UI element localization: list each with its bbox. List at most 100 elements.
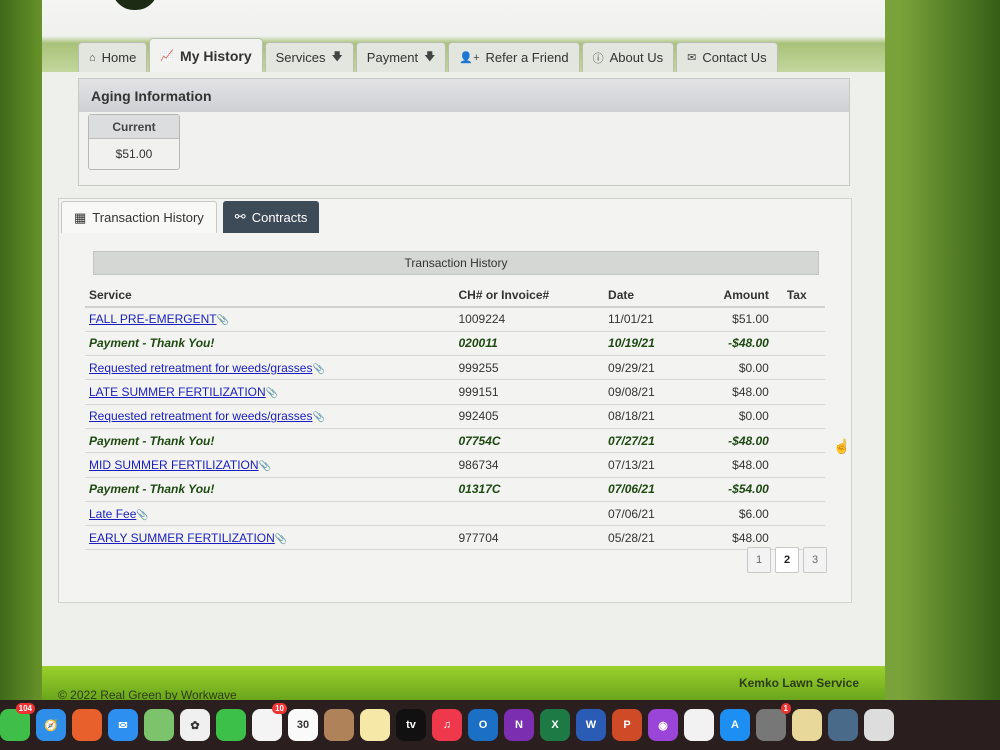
dock-music-icon[interactable]: ♫ (432, 709, 462, 741)
table-row: Requested retreatment for weeds/grasses📎… (85, 355, 825, 381)
service-text: Payment - Thank You! (89, 336, 215, 351)
link-icon: ⚯ (234, 209, 246, 224)
dock-system-preferences-icon[interactable]: 1 (756, 703, 791, 741)
info-icon: ⓘ (592, 52, 604, 65)
dock-word-icon[interactable]: W (576, 709, 606, 741)
tax-cell (782, 501, 825, 527)
dock-onenote-icon[interactable]: N (504, 709, 534, 741)
date-cell: 10/19/21 (604, 331, 687, 357)
service-link[interactable]: LATE SUMMER FERTILIZATION (89, 385, 266, 400)
main-nav: ⌂ Home 📈 My History Services 🡇 Payment 🡇 👤+ Refer… (78, 38, 778, 72)
browser-page: ⌂ Home 📈 My History Services 🡇 Payment 🡇 👤+ Refer… (42, 0, 885, 702)
dock-maps-icon[interactable] (144, 709, 174, 741)
dock-firefox-icon[interactable] (72, 709, 102, 741)
nav-tab-label: Payment (366, 50, 419, 65)
notification-badge: 104 (15, 703, 35, 714)
date-cell: 08/18/21 (604, 404, 687, 429)
dock-textedit-icon[interactable] (792, 709, 822, 741)
dock-reminders-icon[interactable]: 10 (252, 703, 287, 741)
service-cell: Requested retreatment for weeds/grasses📎 (85, 404, 455, 429)
invoice-cell: 999255 (454, 355, 605, 381)
nav-tab-contact-us[interactable]: ✉ Contact Us (676, 42, 778, 72)
service-cell: Payment - Thank You! (85, 428, 455, 454)
page-1-button[interactable]: 1 (747, 547, 771, 573)
dock-podcasts-icon[interactable]: ◉ (648, 709, 678, 741)
arrow-down-icon: 🡇 (331, 51, 343, 63)
column-header: Date (604, 283, 687, 308)
column-header: Service (85, 283, 455, 308)
dock-quicktime-icon[interactable] (828, 709, 858, 741)
dock-safari-icon[interactable]: 🧭 (36, 709, 66, 741)
dock-calendar-icon[interactable]: 30 (288, 709, 318, 741)
dock-preview-icon[interactable] (864, 709, 894, 741)
dock-news-icon[interactable] (684, 709, 714, 741)
transaction-table: Service CH# or Invoice# Date Amount Tax FALL … (85, 283, 825, 551)
amount-cell: $0.00 (686, 404, 783, 429)
service-link[interactable]: Requested retreatment for weeds/grasses (89, 409, 313, 424)
paperclip-icon[interactable]: 📎 (136, 509, 149, 521)
invoice-cell: 999151 (454, 379, 605, 405)
nav-tab-refer-a-friend[interactable]: 👤+ Refer a Friend (448, 42, 580, 72)
invoice-cell: 992405 (454, 404, 605, 429)
paperclip-icon[interactable]: 📎 (274, 533, 288, 545)
page-2-button[interactable]: 2 (775, 547, 799, 573)
dock-notes-icon[interactable] (360, 709, 390, 741)
dock-apple-tv-icon[interactable]: tv (396, 709, 426, 741)
date-cell: 07/06/21 (604, 477, 687, 502)
nav-tab-label: About Us (609, 50, 664, 65)
invoice-cell: 1009224 (454, 307, 605, 332)
service-link[interactable]: MID SUMMER FERTILIZATION (89, 457, 259, 472)
tab-contracts[interactable]: ⚯ Contracts (222, 201, 320, 233)
dock-messages-icon[interactable]: 104 (0, 703, 35, 741)
invoice-cell (454, 501, 605, 527)
service-cell: Late Fee📎 (85, 501, 455, 527)
service-text: Payment - Thank You! (89, 433, 215, 448)
service-link[interactable]: Late Fee (89, 506, 137, 521)
tab-transaction-history[interactable]: ▦ Transaction History (61, 201, 217, 233)
page-3-button[interactable]: 3 (803, 547, 827, 573)
hand-cursor-icon: ☝ (833, 438, 851, 454)
paperclip-icon[interactable]: 📎 (312, 363, 325, 375)
table-row: Late Fee📎 07/06/21 $6.00 (85, 501, 825, 527)
invoice-cell: 986734 (454, 452, 605, 478)
service-link[interactable]: FALL PRE-EMERGENT (89, 312, 217, 327)
date-cell: 07/06/21 (604, 501, 687, 527)
paperclip-icon[interactable]: 📎 (216, 315, 230, 327)
nav-tab-payment[interactable]: Payment 🡇 (355, 42, 447, 72)
nav-tab-about-us[interactable]: ⓘ About Us (581, 42, 675, 72)
history-tabs: ▦ Transaction History ⚯ Contracts (61, 201, 320, 233)
dock-mail-icon[interactable]: ✉ (108, 709, 138, 741)
amount-cell: $48.00 (686, 379, 783, 405)
nav-tab-label: Services (275, 50, 326, 65)
nav-tab-home[interactable]: ⌂ Home (78, 42, 148, 72)
aging-title: Aging Information (79, 79, 849, 112)
service-link[interactable]: EARLY SUMMER FERTILIZATION (89, 530, 275, 545)
service-text: Payment - Thank You! (89, 482, 215, 497)
dock-facetime-icon[interactable] (216, 709, 246, 741)
paperclip-icon[interactable]: 📎 (312, 412, 325, 424)
notification-badge: 10 (272, 703, 287, 714)
aging-current-value: $51.00 (115, 147, 153, 161)
dock-contacts-icon[interactable] (324, 709, 354, 741)
nav-tab-my-history[interactable]: 📈 My History (149, 38, 263, 72)
date-cell: 07/27/21 (604, 428, 687, 454)
nav-tab-services[interactable]: Services 🡇 (264, 42, 354, 72)
dock-app-store-icon[interactable]: A (720, 709, 750, 741)
column-header: Tax (782, 283, 825, 308)
macos-dock: 104 🧭 ✉ ✿ 10 30 tv ♫ O N X W P ◉ A 1 (0, 700, 1000, 750)
dock-photos-icon[interactable]: ✿ (180, 709, 210, 741)
tax-cell (782, 331, 825, 357)
transaction-history-title: Transaction History (93, 251, 819, 275)
dock-excel-icon[interactable]: X (540, 709, 570, 741)
paperclip-icon[interactable]: 📎 (258, 460, 272, 472)
tax-cell (782, 379, 825, 405)
dock-outlook-icon[interactable]: O (468, 709, 498, 741)
date-cell: 05/28/21 (604, 525, 687, 551)
tax-cell (782, 355, 825, 381)
nav-tab-label: Contact Us (702, 50, 767, 65)
service-cell: Payment - Thank You! (85, 331, 455, 357)
service-link[interactable]: Requested retreatment for weeds/grasses (89, 360, 313, 375)
dock-powerpoint-icon[interactable]: P (612, 709, 642, 741)
paperclip-icon[interactable]: 📎 (265, 388, 279, 400)
